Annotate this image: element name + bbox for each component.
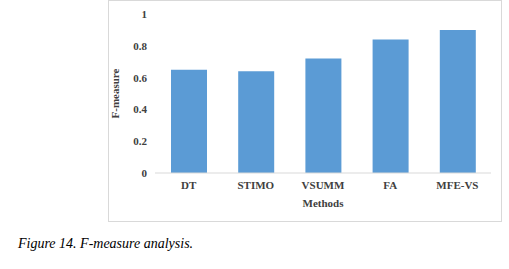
svg-text:FA: FA	[383, 179, 397, 191]
svg-text:0.4: 0.4	[133, 103, 147, 115]
svg-text:VSUMM: VSUMM	[302, 179, 345, 191]
svg-text:MFE-VS: MFE-VS	[436, 179, 478, 191]
html-text:Figure 14. F-measure analysis.: Figure 14. F-measure analysis.	[18, 236, 194, 251]
svg-text:0.2: 0.2	[133, 135, 147, 147]
svg-text:DT: DT	[181, 179, 197, 191]
svg-text:1: 1	[142, 8, 148, 20]
svg-text:STIMO: STIMO	[237, 179, 274, 191]
svg-text:F-measure: F-measure	[109, 68, 121, 118]
svg-text:0.6: 0.6	[133, 72, 147, 84]
svg-text:Methods: Methods	[303, 197, 345, 209]
svg-text:0: 0	[142, 167, 148, 179]
svg-text:0.8: 0.8	[133, 40, 147, 52]
